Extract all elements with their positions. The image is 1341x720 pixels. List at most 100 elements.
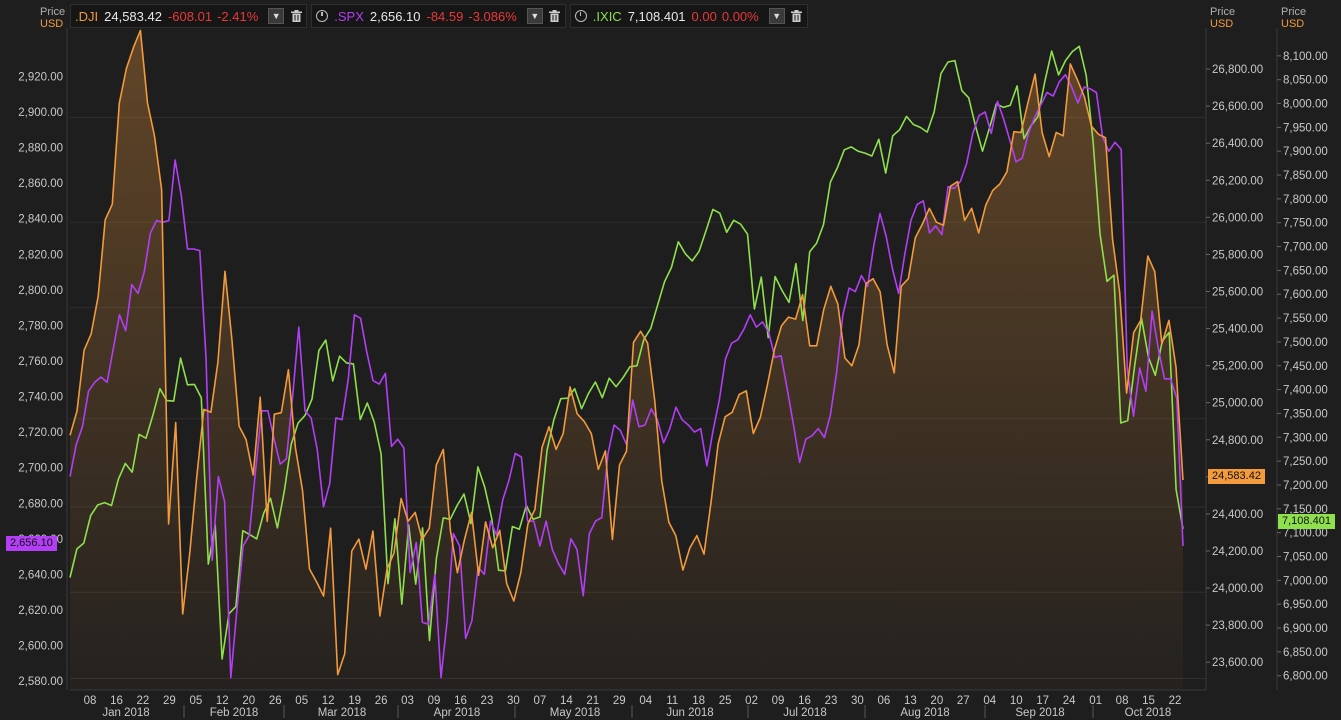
right-tick-label: 7,100.00 xyxy=(1283,528,1328,540)
chevron-down-icon[interactable]: ▼ xyxy=(768,8,785,24)
x-month-label: May 2018 xyxy=(550,707,601,719)
axis-title-currency: USD xyxy=(1210,18,1234,30)
x-tick-label: 08 xyxy=(84,695,97,707)
x-tick-label: 26 xyxy=(269,695,282,707)
x-tick-label: 16 xyxy=(110,695,123,707)
x-tick-label: 25 xyxy=(719,695,732,707)
x-tick-label: 12 xyxy=(322,695,335,707)
mid-tick-label: 26,000.00 xyxy=(1212,212,1263,224)
right-tick-label: 7,900.00 xyxy=(1283,146,1328,158)
x-tick-label: 11 xyxy=(666,695,678,707)
left-tick-label: 2,900.00 xyxy=(18,107,63,119)
left-tick-label: 2,760.00 xyxy=(18,356,63,368)
series-lines xyxy=(69,29,1184,679)
mid-tick-label: 26,800.00 xyxy=(1212,64,1263,76)
legend-change-dji: -608.01 xyxy=(167,8,213,24)
legend-last-dji: 24,583.42 xyxy=(104,8,162,24)
trash-icon[interactable] xyxy=(290,10,302,23)
mid-tick-label: 26,400.00 xyxy=(1212,138,1263,150)
x-tick-label: 08 xyxy=(1116,695,1129,707)
right-tick-label: 7,150.00 xyxy=(1283,504,1328,516)
right-tick-label: 7,650.00 xyxy=(1283,265,1328,277)
left-tick-label: 2,600.00 xyxy=(18,641,63,653)
x-tick-label: 12 xyxy=(216,695,229,707)
x-tick-label: 13 xyxy=(904,695,917,707)
left-tick-label: 2,620.00 xyxy=(18,605,63,617)
x-tick-label: 07 xyxy=(533,695,546,707)
x-tick-label: 23 xyxy=(481,695,494,707)
x-tick-label: 15 xyxy=(1142,695,1155,707)
legend-last-spx: 2,656.10 xyxy=(369,8,421,24)
right-tick-label: 7,300.00 xyxy=(1283,432,1328,444)
x-tick-label: 06 xyxy=(878,695,891,707)
left-tick-label: 2,800.00 xyxy=(18,285,63,297)
chevron-down-icon[interactable]: ▼ xyxy=(268,8,285,24)
legend-symbol-spx: .SPX xyxy=(334,8,364,24)
right-tick-label: 6,850.00 xyxy=(1283,647,1328,659)
x-month-label: Oct 2018 xyxy=(1125,707,1172,719)
mid-tick-label: 23,800.00 xyxy=(1212,620,1263,632)
legend-dji[interactable]: .DJI 24,583.42 -608.01 -2.41% ▼ xyxy=(70,4,308,28)
right-tick-label: 6,950.00 xyxy=(1283,599,1328,611)
x-tick-label: 22 xyxy=(137,695,150,707)
left-tick-label: 2,860.00 xyxy=(18,178,63,190)
x-tick-label: 01 xyxy=(1089,695,1102,707)
x-month-label: Sep 2018 xyxy=(1015,707,1064,719)
x-tick-label: 24 xyxy=(1063,695,1076,707)
left-tick-label: 2,880.00 xyxy=(18,143,63,155)
legend-spx[interactable]: .SPX 2,656.10 -84.59 -3.086% ▼ xyxy=(311,4,566,28)
right-tick-label: 7,250.00 xyxy=(1283,456,1328,468)
legend-last-ixic: 7,108.401 xyxy=(627,8,686,24)
x-tick-label: 23 xyxy=(825,695,838,707)
x-tick-label: 29 xyxy=(163,695,176,707)
left-tick-label: 2,840.00 xyxy=(18,214,63,226)
axis-title-currency: USD xyxy=(40,18,64,30)
right-tick-label: 7,850.00 xyxy=(1283,170,1328,182)
legend-symbol-dji: .DJI xyxy=(75,8,99,24)
right-tick-label: 6,800.00 xyxy=(1283,671,1328,683)
right-tick-label: 7,800.00 xyxy=(1283,194,1328,206)
mid-tick-label: 25,800.00 xyxy=(1212,249,1263,261)
axis-title-price: Price xyxy=(40,6,66,18)
right-axis-title: Price USD xyxy=(1281,6,1306,30)
x-tick-label: 02 xyxy=(745,695,758,707)
x-month-label: Mar 2018 xyxy=(318,707,367,719)
trash-icon[interactable] xyxy=(791,10,803,23)
trash-icon[interactable] xyxy=(549,10,561,23)
x-tick-label: 14 xyxy=(560,695,573,707)
mid-axis-title: Price USD xyxy=(1210,6,1235,30)
right-tick-label: 7,500.00 xyxy=(1283,337,1328,349)
mid-tick-label: 24,800.00 xyxy=(1212,435,1263,447)
right-tick-label: 6,900.00 xyxy=(1283,623,1328,635)
axis-title-currency: USD xyxy=(1281,18,1305,30)
dji-area-fill xyxy=(70,30,1183,690)
right-tick-label: 7,400.00 xyxy=(1283,385,1328,397)
x-tick-label: 20 xyxy=(242,695,255,707)
mid-tick-label: 24,400.00 xyxy=(1212,509,1263,521)
right-tick-label: 7,550.00 xyxy=(1283,313,1328,325)
x-tick-label: 26 xyxy=(375,695,388,707)
x-tick-label: 16 xyxy=(798,695,811,707)
left-tick-label: 2,700.00 xyxy=(18,463,63,475)
mid-tick-label: 25,000.00 xyxy=(1212,398,1263,410)
mid-tick-label: 26,200.00 xyxy=(1212,175,1263,187)
legend-bar: .DJI 24,583.42 -608.01 -2.41% ▼ .SPX 2,6… xyxy=(70,4,808,28)
x-tick-label: 04 xyxy=(983,695,996,707)
left-tick-label: 2,680.00 xyxy=(18,498,63,510)
mid-tick-label: 26,600.00 xyxy=(1212,101,1263,113)
left-tick-label: 2,720.00 xyxy=(18,427,63,439)
legend-ixic[interactable]: .IXIC 7,108.401 0.00 0.00% ▼ xyxy=(569,4,808,28)
x-tick-label: 16 xyxy=(454,695,467,707)
legend-symbol-ixic: .IXIC xyxy=(592,8,622,24)
dji-last-badge: 24,583.42 xyxy=(1208,469,1265,484)
x-month-label: Jun 2018 xyxy=(666,707,713,719)
x-month-label: Aug 2018 xyxy=(900,707,949,719)
left-tick-label: 2,780.00 xyxy=(18,320,63,332)
right-tick-label: 8,100.00 xyxy=(1283,51,1328,63)
chevron-down-icon[interactable]: ▼ xyxy=(526,8,543,24)
left-y-axis: 2,580.002,600.002,620.002,640.002,660.00… xyxy=(18,28,68,690)
legend-pct-spx: -3.086% xyxy=(468,8,517,24)
left-axis-title: Price USD xyxy=(40,6,65,30)
mid-tick-label: 24,000.00 xyxy=(1212,583,1263,595)
